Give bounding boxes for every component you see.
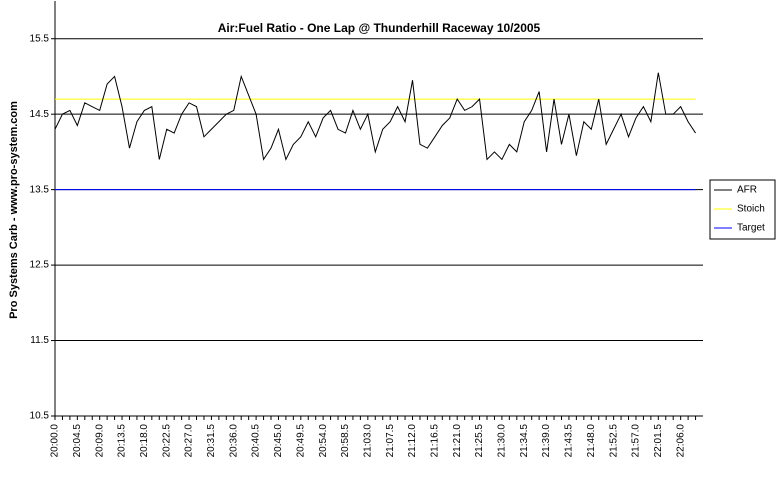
x-tick-label: 21:48.0 bbox=[586, 424, 597, 458]
y-tick-label: 12.5 bbox=[30, 260, 50, 271]
y-tick-label: 14.5 bbox=[30, 109, 50, 120]
x-tick-label: 20:54.0 bbox=[318, 424, 329, 458]
x-tick-label: 21:34.5 bbox=[519, 424, 530, 458]
legend-label: Target bbox=[737, 223, 765, 234]
x-tick-label: 21:03.0 bbox=[362, 424, 373, 458]
x-tick-label: 21:12.0 bbox=[407, 424, 418, 458]
legend-label: Stoich bbox=[737, 204, 765, 215]
y-tick-label: 13.5 bbox=[30, 184, 50, 195]
x-tick-label: 20:09.0 bbox=[94, 424, 105, 458]
x-tick-label: 20:49.5 bbox=[295, 424, 306, 458]
x-tick-label: 20:18.0 bbox=[139, 424, 150, 458]
x-tick-label: 20:22.5 bbox=[161, 424, 172, 458]
x-tick-label: 21:07.5 bbox=[385, 424, 396, 458]
x-tick-label: 21:30.0 bbox=[497, 424, 508, 458]
y-tick-label: 10.5 bbox=[30, 411, 50, 422]
x-tick-label: 20:04.5 bbox=[72, 424, 83, 458]
x-tick-label: 20:27.0 bbox=[184, 424, 195, 458]
x-tick-label: 21:43.5 bbox=[564, 424, 575, 458]
x-tick-label: 20:36.0 bbox=[228, 424, 239, 458]
x-tick-label: 22:06.0 bbox=[675, 424, 686, 458]
x-tick-label: 21:16.5 bbox=[430, 424, 441, 458]
x-tick-label: 20:00.0 bbox=[50, 424, 61, 458]
series-line bbox=[54, 72, 696, 161]
x-tick-label: 20:40.5 bbox=[251, 424, 262, 458]
x-tick-label: 21:21.0 bbox=[452, 424, 463, 458]
x-tick-label: 20:45.0 bbox=[273, 424, 284, 458]
legend-label: AFR bbox=[737, 185, 757, 196]
x-tick-label: 20:13.5 bbox=[117, 424, 128, 458]
x-tick-label: 21:39.0 bbox=[541, 424, 552, 458]
chart-title: Air:Fuel Ratio - One Lap @ Thunderhill R… bbox=[218, 21, 541, 35]
x-tick-label: 21:52.5 bbox=[608, 424, 619, 458]
y-tick-label: 11.5 bbox=[30, 335, 49, 346]
x-tick-label: 20:58.5 bbox=[340, 424, 351, 458]
x-tick-label: 21:25.5 bbox=[474, 424, 485, 458]
x-tick-label: 22:01.5 bbox=[653, 424, 664, 458]
x-tick-label: 21:57.0 bbox=[631, 424, 642, 458]
x-tick-label: 20:31.5 bbox=[206, 424, 217, 458]
y-axis-label: Pro Systems Carb - www.pro-system.com bbox=[8, 101, 20, 319]
y-tick-label: 15.5 bbox=[30, 33, 50, 44]
